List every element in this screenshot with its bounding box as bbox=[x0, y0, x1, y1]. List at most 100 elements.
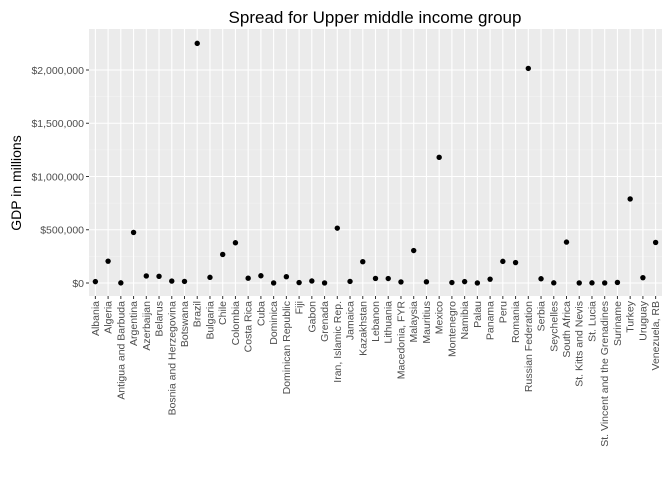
data-point bbox=[525, 65, 531, 72]
data-point bbox=[563, 239, 570, 245]
data-point bbox=[602, 280, 608, 286]
x-tick-label: Palau bbox=[472, 301, 484, 328]
x-tick-label: Cuba bbox=[255, 301, 267, 326]
x-tick-label: Algeria bbox=[103, 301, 115, 334]
data-point bbox=[449, 279, 455, 286]
x-tick-label: Seychelles bbox=[548, 301, 560, 352]
y-tick-label: $1,000,000 bbox=[31, 171, 84, 183]
data-point bbox=[130, 229, 137, 236]
x-tick-label: Chile bbox=[217, 301, 229, 325]
y-tick-label: $0 bbox=[72, 278, 84, 290]
data-point bbox=[207, 274, 213, 281]
data-point bbox=[258, 273, 264, 279]
data-point bbox=[360, 259, 366, 265]
data-point bbox=[474, 280, 481, 286]
x-tick-label: Costa Rica bbox=[243, 301, 255, 353]
data-point bbox=[551, 280, 557, 286]
x-tick-label: Namibia bbox=[459, 301, 471, 340]
data-point bbox=[500, 258, 506, 265]
data-point bbox=[143, 273, 149, 279]
x-axis-ticks: Albania Algeria Antigua and Barbuda Argenti… bbox=[90, 296, 662, 447]
x-tick-label: Bulgaria bbox=[204, 301, 216, 340]
x-tick-label: Jamaica bbox=[345, 301, 357, 340]
x-tick-label: Dominica bbox=[268, 301, 280, 345]
x-tick-label: Iran, Islamic Rep. bbox=[332, 301, 344, 383]
x-tick-label: Russian Federation bbox=[523, 301, 535, 392]
data-point bbox=[194, 40, 200, 47]
x-tick-label: Turkey bbox=[625, 300, 637, 332]
data-point bbox=[232, 240, 239, 246]
x-tick-label: Macedonia, FYR bbox=[395, 301, 407, 380]
x-tick-label: Serbia bbox=[536, 301, 548, 332]
data-point bbox=[411, 247, 417, 254]
data-point bbox=[181, 278, 188, 285]
y-tick-label: $1,500,000 bbox=[31, 118, 84, 130]
data-point bbox=[589, 280, 595, 286]
data-point bbox=[576, 280, 582, 286]
x-tick-label: Fiji bbox=[294, 301, 306, 314]
x-tick-label: Botswana bbox=[179, 301, 191, 347]
data-point bbox=[512, 259, 519, 266]
x-tick-label: Belarus bbox=[154, 301, 166, 337]
y-tick-label: $500,000 bbox=[40, 225, 84, 237]
x-tick-label: Albania bbox=[90, 301, 102, 336]
y-axis-ticks: $0 $500,000 $1,000,000 $1,500,000 $2,000,000 bbox=[31, 65, 89, 290]
data-point bbox=[385, 275, 391, 282]
data-point bbox=[169, 278, 175, 284]
x-tick-label: Romania bbox=[510, 301, 522, 343]
x-tick-label: Suriname bbox=[612, 301, 624, 346]
data-point bbox=[347, 278, 353, 285]
x-tick-label: South Africa bbox=[561, 301, 573, 358]
data-point bbox=[118, 280, 124, 286]
data-point bbox=[245, 275, 251, 281]
data-point bbox=[296, 279, 302, 286]
x-tick-label: Montenegro bbox=[446, 301, 458, 357]
y-tick-label: $2,000,000 bbox=[31, 65, 84, 77]
x-tick-label: Venezuela, RB bbox=[650, 301, 662, 370]
data-point bbox=[220, 251, 226, 258]
x-tick-label: Colombia bbox=[230, 301, 242, 346]
x-tick-label: St. Vincent and the Grenadines bbox=[599, 301, 611, 447]
x-tick-label: Dominican Republic bbox=[281, 301, 293, 394]
data-point bbox=[156, 273, 162, 279]
x-tick-label: St. Kitts and Nevis bbox=[574, 301, 586, 387]
x-tick-label: Mauritius bbox=[421, 301, 433, 344]
x-tick-label: Antigua and Barbuda bbox=[115, 301, 127, 400]
x-tick-label: Panama bbox=[485, 301, 497, 340]
x-tick-label: Azerbaijan bbox=[141, 301, 153, 351]
data-point bbox=[92, 278, 99, 285]
data-point bbox=[270, 280, 277, 286]
x-tick-label: Brazil bbox=[192, 301, 204, 327]
data-point bbox=[538, 276, 544, 282]
chart-title: Spread for Upper middle income group bbox=[229, 8, 522, 27]
x-tick-label: Lithuania bbox=[383, 301, 395, 344]
data-point bbox=[398, 279, 404, 285]
x-tick-label: Uruguay bbox=[637, 300, 649, 340]
x-tick-label: Malaysia bbox=[408, 301, 420, 343]
x-tick-label: Gabon bbox=[306, 301, 318, 333]
data-point bbox=[372, 275, 379, 282]
x-tick-label: Bosnia and Herzegovina bbox=[166, 301, 178, 416]
data-point bbox=[321, 280, 328, 286]
data-point bbox=[640, 274, 646, 281]
data-point bbox=[652, 239, 659, 246]
x-tick-label: St. Lucia bbox=[586, 301, 598, 342]
data-point bbox=[105, 258, 111, 264]
data-point bbox=[309, 278, 315, 284]
data-point bbox=[487, 276, 493, 282]
data-point bbox=[334, 225, 340, 231]
x-tick-label: Kazakhstan bbox=[357, 301, 369, 356]
x-tick-label: Mexico bbox=[434, 301, 446, 334]
data-point bbox=[436, 154, 442, 161]
data-points bbox=[92, 40, 659, 286]
data-point bbox=[283, 274, 290, 280]
data-point bbox=[461, 278, 468, 285]
data-point bbox=[627, 196, 633, 202]
data-point bbox=[614, 279, 621, 286]
data-point bbox=[423, 279, 430, 285]
x-tick-label: Lebanon bbox=[370, 301, 382, 342]
x-tick-label: Argentina bbox=[128, 301, 140, 346]
y-axis-label: GDP in millions bbox=[8, 135, 24, 230]
x-tick-label: Peru bbox=[497, 301, 509, 323]
